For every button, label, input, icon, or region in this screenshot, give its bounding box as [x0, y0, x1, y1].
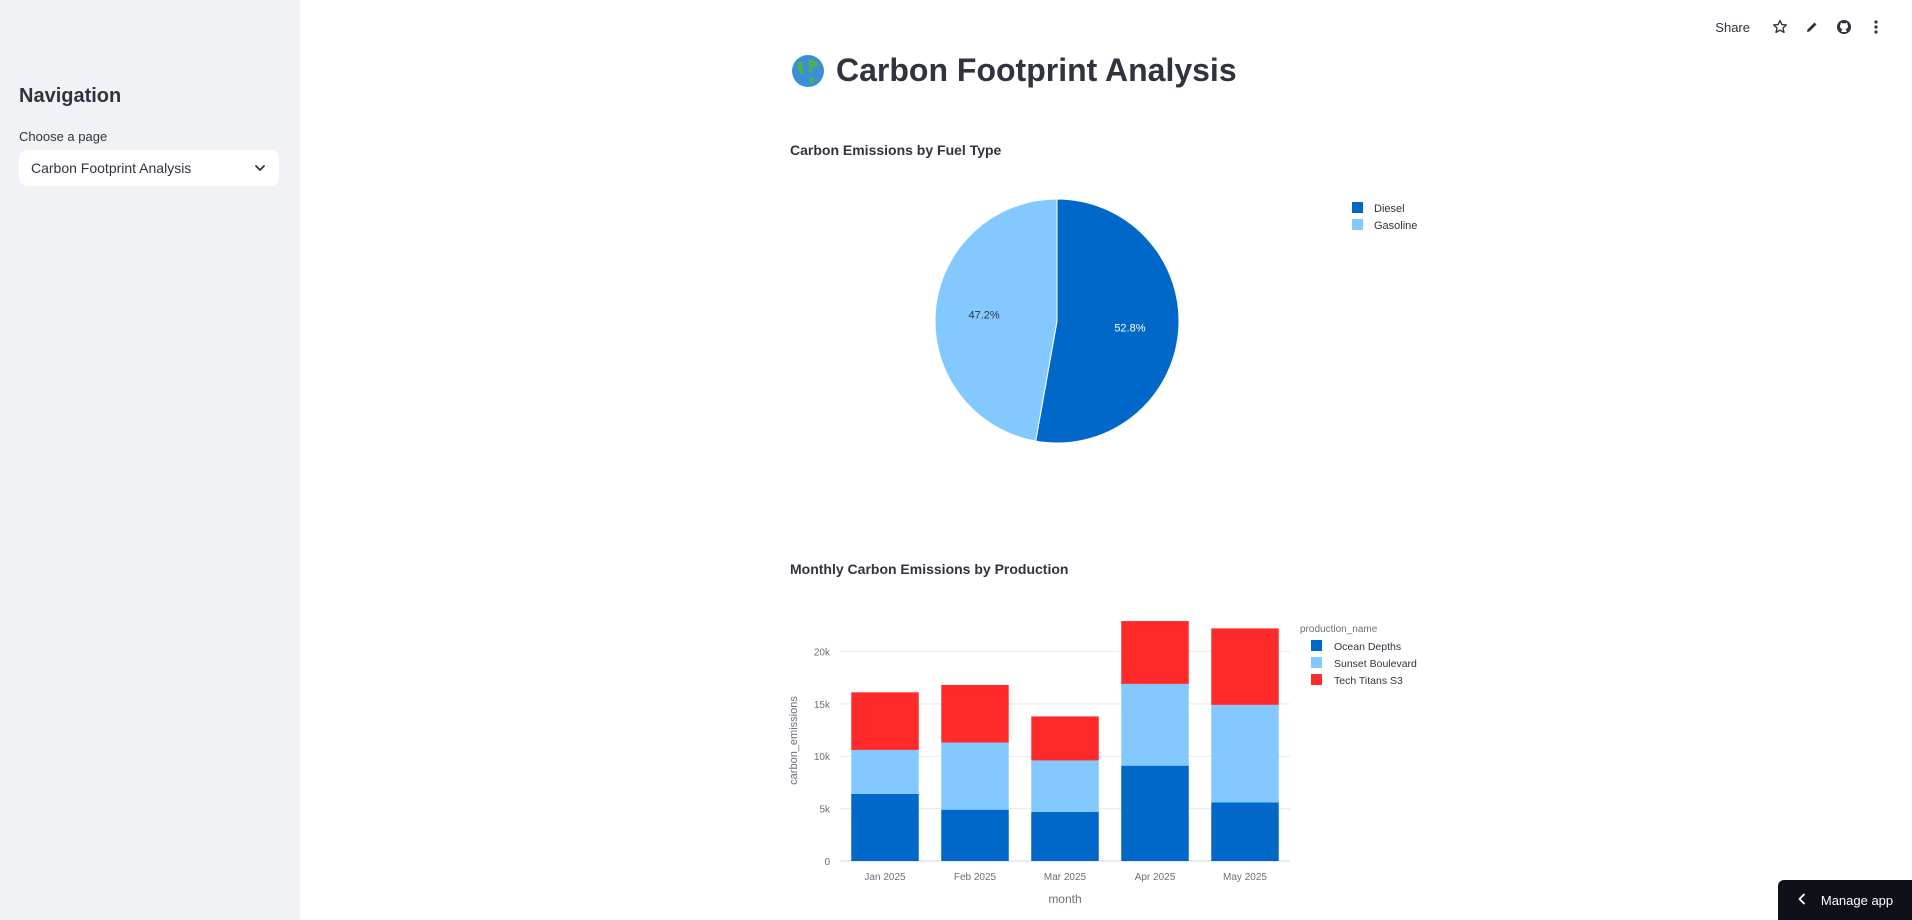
- y-tick-label: 10k: [814, 752, 831, 763]
- legend-label: Ocean Depths: [1334, 641, 1401, 653]
- bar-segment[interactable]: [851, 749, 919, 794]
- bar-segment[interactable]: [851, 692, 919, 750]
- bar-segment[interactable]: [1211, 704, 1279, 803]
- manage-app-button[interactable]: Manage app: [1778, 880, 1912, 920]
- page-select-value: Carbon Footprint Analysis: [31, 160, 192, 176]
- page-title: Carbon Footprint Analysis: [836, 52, 1237, 88]
- pie-chart-title: Carbon Emissions by Fuel Type: [790, 142, 1002, 158]
- bar-segment[interactable]: [851, 793, 919, 861]
- bar-segment[interactable]: [1121, 765, 1189, 861]
- pencil-icon[interactable]: [1796, 17, 1828, 37]
- legend-swatch: [1311, 657, 1322, 668]
- bar-segment[interactable]: [1211, 802, 1279, 861]
- legend-swatch: [1311, 674, 1322, 685]
- y-tick-label: 15k: [814, 700, 831, 711]
- x-tick-label: May 2025: [1223, 872, 1267, 883]
- legend-swatch: [1352, 219, 1363, 230]
- legend-title: production_name: [1300, 624, 1378, 635]
- page-header: Carbon Footprint Analysis: [790, 52, 1237, 89]
- legend-label: Diesel: [1374, 203, 1405, 215]
- manage-app-label: Manage app: [1820, 892, 1894, 908]
- chevron-left-icon: [1797, 893, 1807, 908]
- legend-label: Tech Titans S3: [1334, 675, 1403, 687]
- pie-slice-label: 52.8%: [1114, 322, 1145, 334]
- bar-segment[interactable]: [1211, 628, 1279, 705]
- x-tick-label: Apr 2025: [1135, 872, 1176, 883]
- bar-segment[interactable]: [1031, 811, 1099, 861]
- globe-icon: [790, 53, 826, 89]
- pie-chart: 52.8% 47.2% Diesel Gasoline: [934, 198, 1417, 444]
- x-tick-label: Feb 2025: [954, 872, 997, 883]
- sidebar-title: Navigation: [19, 85, 122, 107]
- more-vertical-icon[interactable]: [1860, 17, 1892, 37]
- legend-label: Gasoline: [1374, 220, 1417, 232]
- legend-swatch: [1352, 202, 1363, 213]
- github-icon[interactable]: [1828, 17, 1860, 37]
- bar-segment[interactable]: [941, 809, 1009, 861]
- legend-label: Sunset Boulevard: [1334, 658, 1417, 670]
- x-tick-label: Jan 2025: [864, 872, 906, 883]
- bar-chart-title: Monthly Carbon Emissions by Production: [790, 561, 1069, 577]
- pie-slice-diesel[interactable]: [1035, 198, 1180, 444]
- sidebar: Navigation Choose a page Carbon Footprin…: [0, 0, 300, 920]
- y-tick-label: 0: [824, 857, 830, 868]
- y-tick-label: 5k: [819, 805, 831, 816]
- y-tick-label: 20k: [814, 647, 831, 658]
- x-tick-label: Mar 2025: [1044, 872, 1087, 883]
- chevron-down-icon: [253, 161, 267, 175]
- pie-slice-gasoline[interactable]: [934, 198, 1058, 442]
- star-icon[interactable]: [1764, 17, 1796, 37]
- pie-slice-label: 47.2%: [968, 310, 999, 322]
- app-toolbar: Share: [1715, 17, 1892, 37]
- legend-swatch: [1311, 640, 1322, 651]
- bar-segment[interactable]: [1031, 760, 1099, 812]
- bar-chart: 0 5k 10k 15k 20k Jan 2025 Feb 2025 Mar 2025 Apr …: [788, 621, 1417, 906]
- page-select-label: Choose a page: [19, 129, 108, 144]
- bar-segment[interactable]: [1031, 716, 1099, 761]
- x-axis-title: month: [1048, 892, 1081, 906]
- bar-segment[interactable]: [941, 742, 1009, 810]
- page-select[interactable]: Carbon Footprint Analysis: [19, 150, 279, 186]
- share-button[interactable]: Share: [1715, 19, 1750, 35]
- bar-segment[interactable]: [1121, 621, 1189, 684]
- bar-segment[interactable]: [941, 684, 1009, 743]
- y-axis-title: carbon_emissions: [788, 696, 800, 785]
- bar-segment[interactable]: [1121, 683, 1189, 766]
